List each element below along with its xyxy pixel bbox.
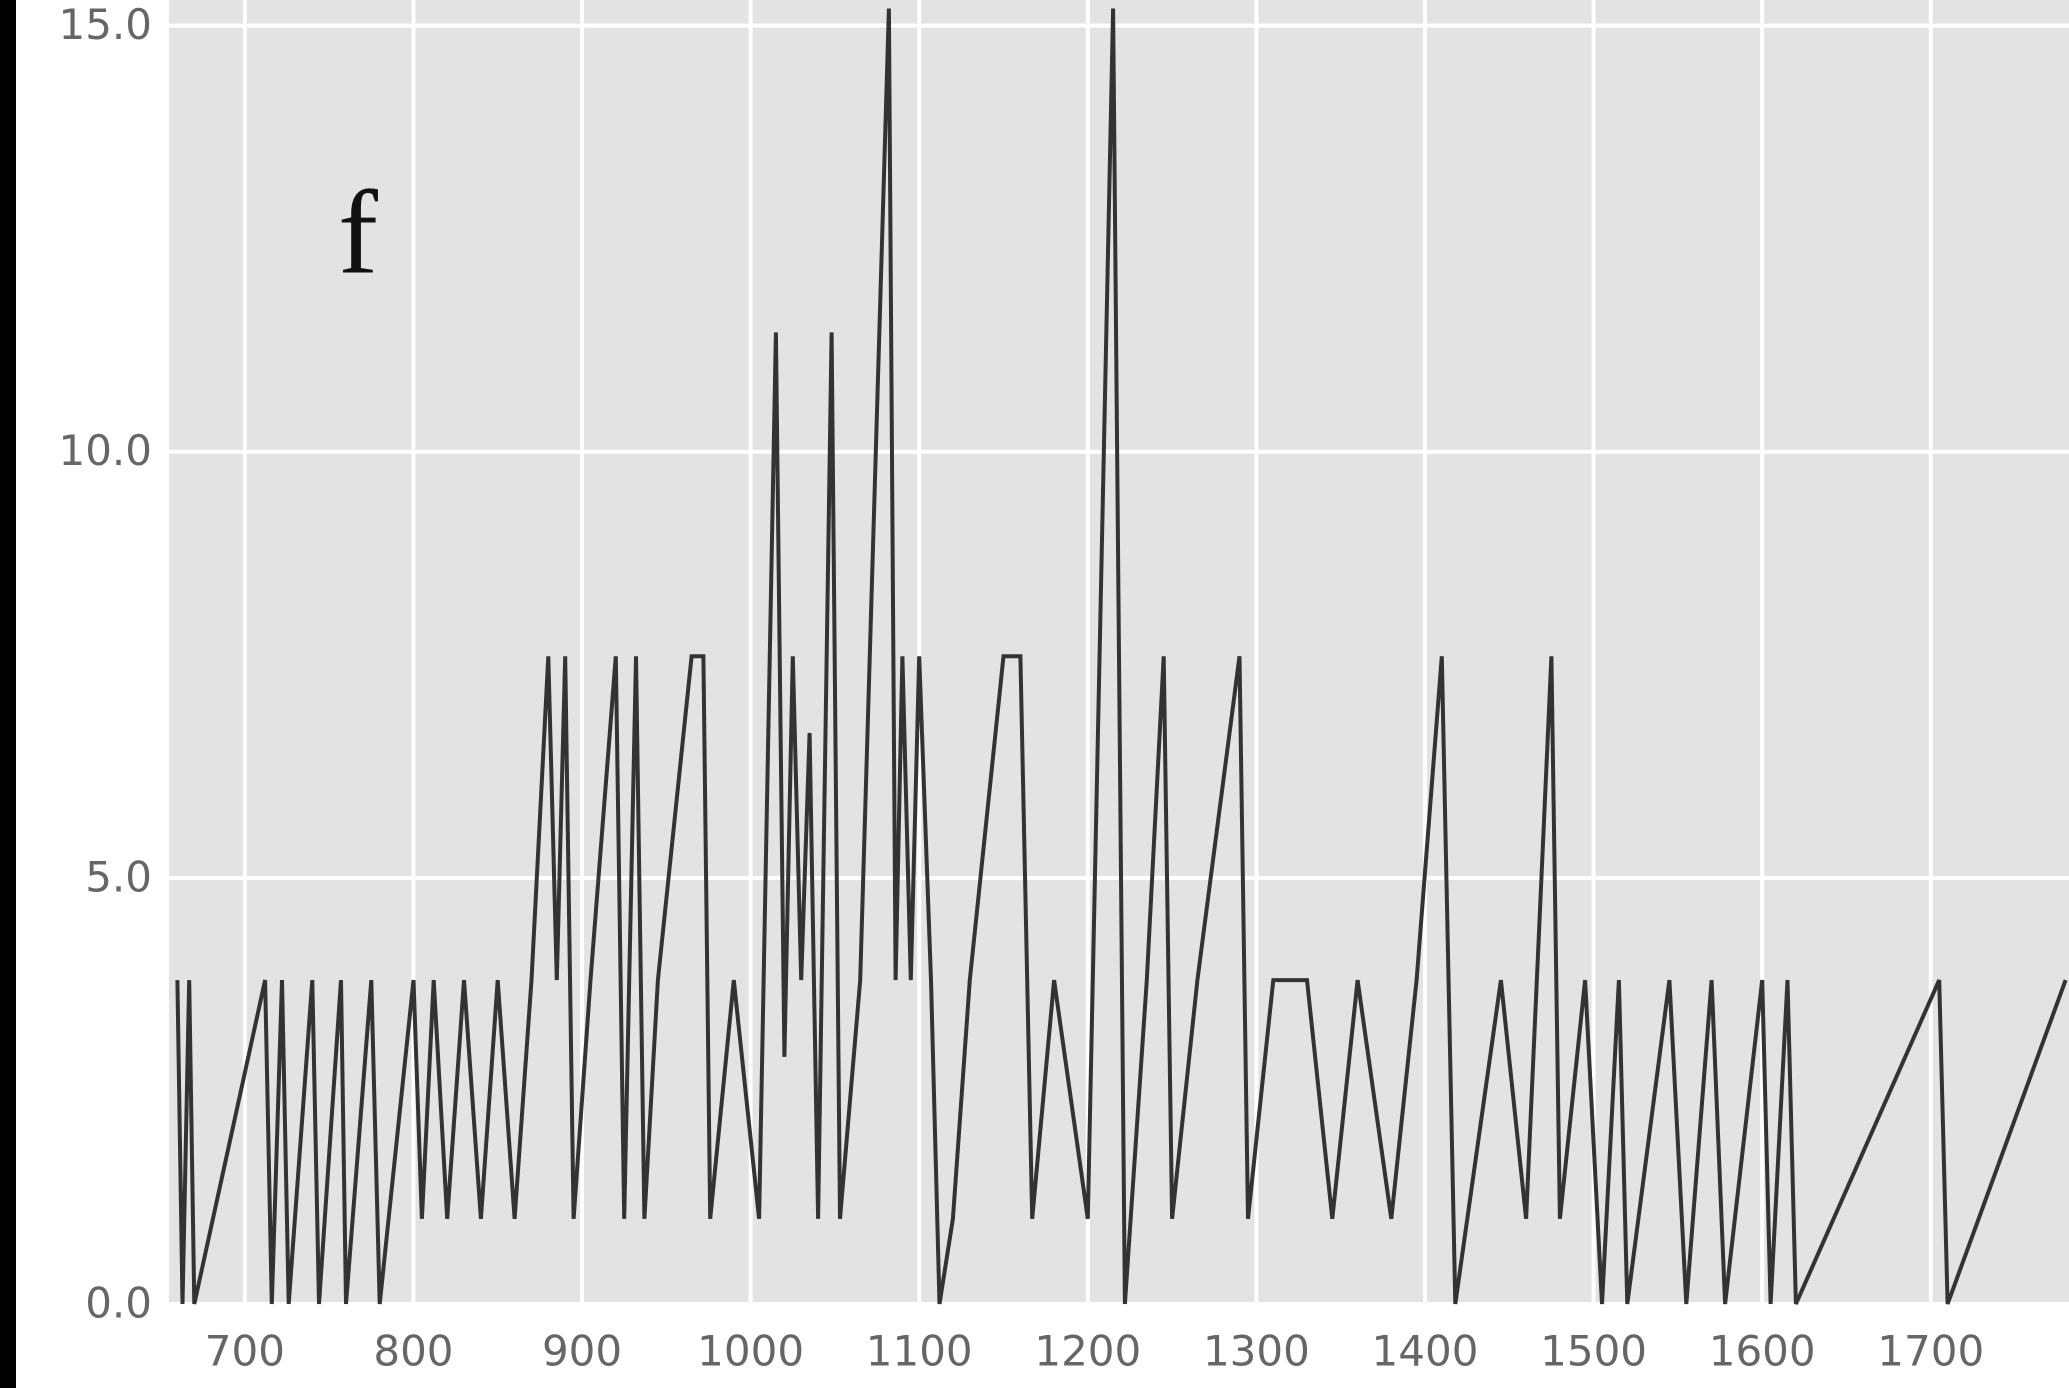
x-tick-label: 1200 (1034, 1327, 1141, 1376)
x-tick-label: 1500 (1540, 1327, 1647, 1376)
x-tick-label: 1600 (1709, 1327, 1816, 1376)
x-tick-label: 700 (205, 1327, 285, 1376)
x-tick-label: 1700 (1877, 1327, 1984, 1376)
x-tick-label: 1300 (1203, 1327, 1310, 1376)
series-line (175, 8, 2068, 1305)
x-tick-label: 1000 (697, 1327, 804, 1376)
marks (175, 8, 2068, 1305)
y-tick-label: 0.0 (85, 1279, 152, 1328)
x-tick-label: 1400 (1372, 1327, 1479, 1376)
y-tick-label: 5.0 (85, 852, 152, 901)
x-tick-label: 900 (542, 1327, 622, 1376)
y-tick-label: 10.0 (58, 426, 152, 475)
left-border (0, 0, 16, 1388)
panel-label: f (338, 166, 378, 299)
x-tick-label: 800 (373, 1327, 453, 1376)
x-tick-label: 1100 (866, 1327, 973, 1376)
y-tick-label: 15.0 (58, 0, 152, 49)
